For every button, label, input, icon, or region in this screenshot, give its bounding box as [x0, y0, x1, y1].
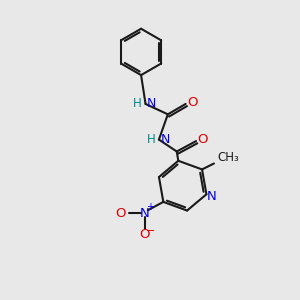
Text: N: N	[140, 207, 150, 220]
Text: +: +	[146, 202, 154, 212]
Text: H: H	[147, 133, 155, 146]
Text: CH₃: CH₃	[217, 151, 239, 164]
Text: O: O	[187, 96, 197, 109]
Text: O: O	[197, 133, 208, 146]
Text: N: N	[160, 133, 170, 146]
Text: H: H	[133, 98, 142, 110]
Text: −: −	[146, 226, 155, 236]
Text: N: N	[207, 190, 217, 203]
Text: N: N	[147, 98, 156, 110]
Text: O: O	[115, 207, 126, 220]
Text: O: O	[140, 227, 150, 241]
